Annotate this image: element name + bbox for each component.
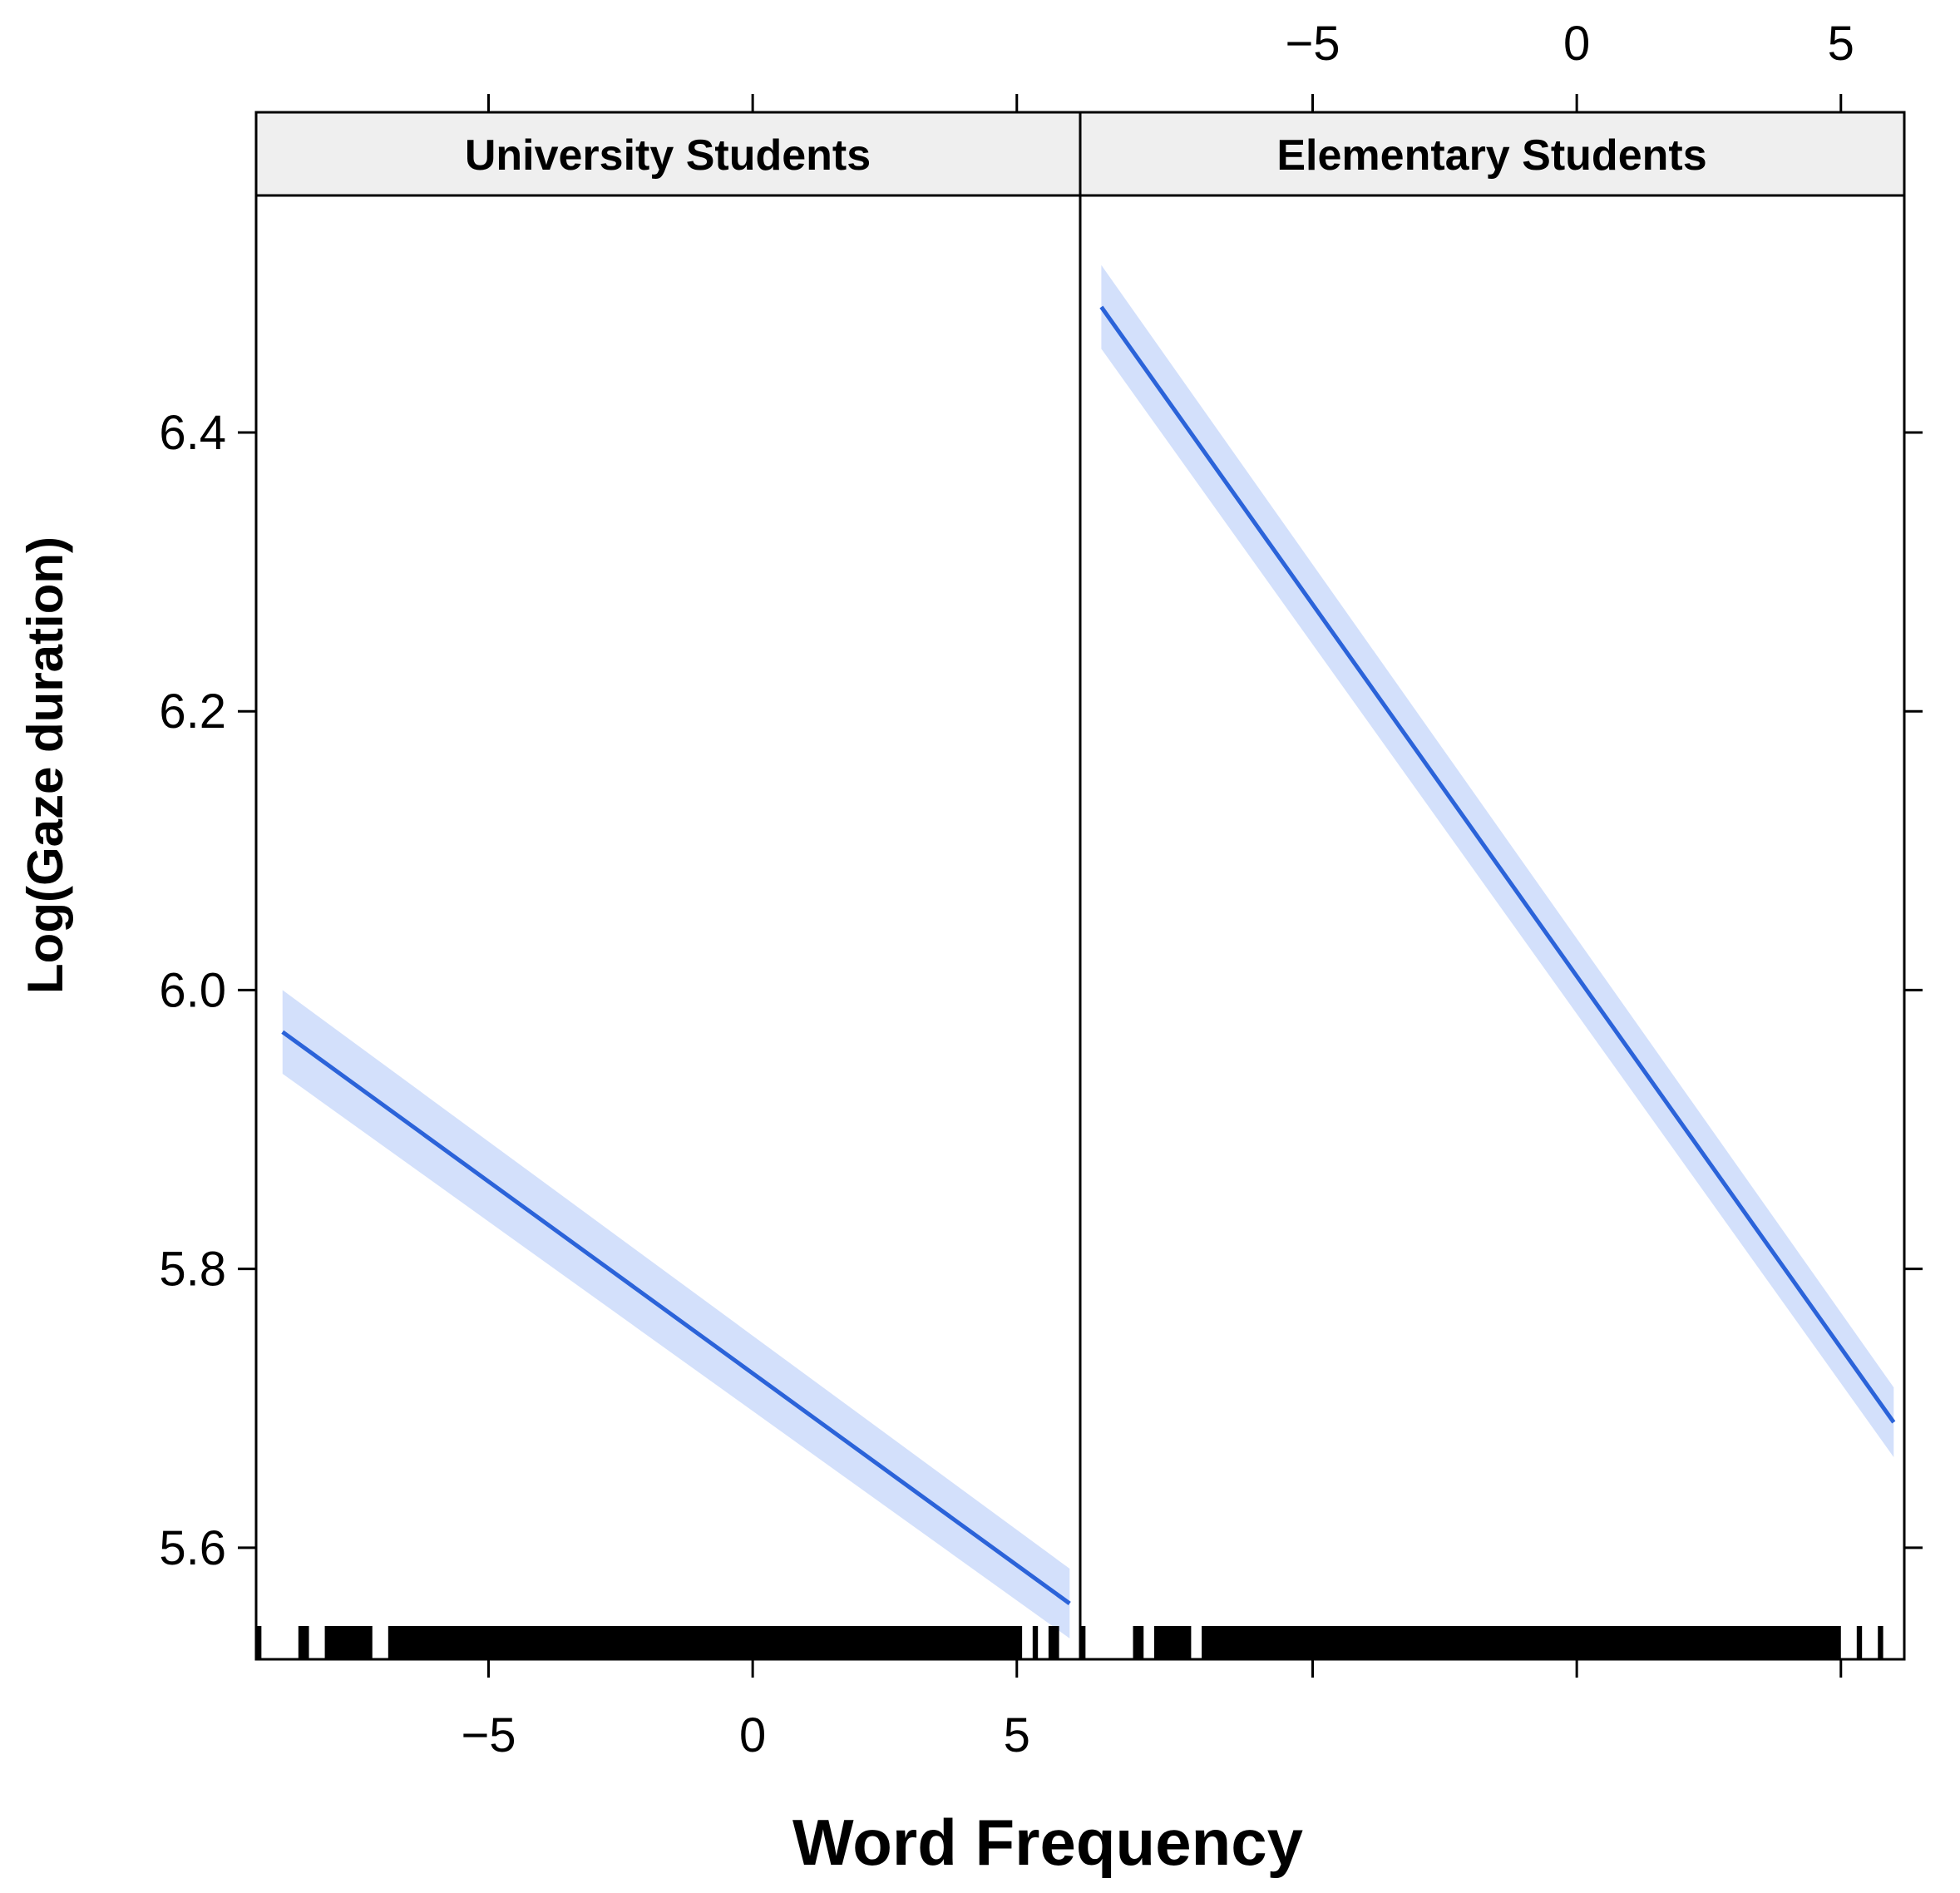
rug-segment: [1080, 1626, 1086, 1659]
rug-segment: [1048, 1626, 1059, 1659]
rug-elementary: [1080, 1626, 1883, 1659]
rug-segment: [1153, 1626, 1192, 1659]
panel-university: University Students: [254, 111, 1082, 1659]
axes: 5.6 5.8 6.0 6.2 6.4 −5 −5 0 0 5 5: [159, 17, 1923, 1762]
rug-segment: [298, 1626, 309, 1659]
y-tick-label: 6.0: [159, 963, 226, 1017]
rug-university: [256, 1626, 1059, 1659]
rug-segment: [1856, 1626, 1863, 1659]
rug-segment: [1878, 1626, 1883, 1659]
panel-border-elementary: [1079, 111, 1906, 1661]
y-tick-label: 5.8: [159, 1243, 226, 1297]
regression-line-university: [281, 1030, 1071, 1605]
strip-label-university: University Students: [465, 131, 871, 180]
x-tick-label-elementary: 5: [1828, 17, 1854, 71]
confidence-band-university: [282, 990, 1070, 1638]
x-tick-label-university: 5: [1004, 1708, 1030, 1762]
strip-university: [254, 111, 1082, 197]
y-axis-title: Log(Gaze duration): [17, 536, 73, 994]
x-tick-label-university: 0: [739, 1708, 766, 1762]
y-tick-label: 6.4: [159, 406, 226, 460]
x-tick-label-university: −5: [461, 1708, 516, 1762]
panel-university-background: [256, 195, 1080, 1659]
x-axis-title: Word Frequency: [792, 1806, 1303, 1879]
x-tick-label-elementary: −5: [1285, 17, 1340, 71]
y-tick-label: 5.6: [159, 1521, 226, 1575]
rug-segment: [1133, 1626, 1144, 1659]
panel-elementary: Elementary Students: [1079, 111, 1906, 1659]
rug-segment: [256, 1626, 262, 1659]
regression-line-elementary: [1099, 305, 1896, 1424]
x-tick-label-elementary: 0: [1563, 17, 1590, 71]
rug-segment: [388, 1626, 1023, 1659]
rug-segment: [1032, 1626, 1039, 1659]
y-tick-label: 6.2: [159, 685, 226, 739]
strip-label-elementary: Elementary Students: [1276, 131, 1706, 180]
rug-segment: [324, 1626, 373, 1659]
rug-segment: [1202, 1626, 1841, 1659]
